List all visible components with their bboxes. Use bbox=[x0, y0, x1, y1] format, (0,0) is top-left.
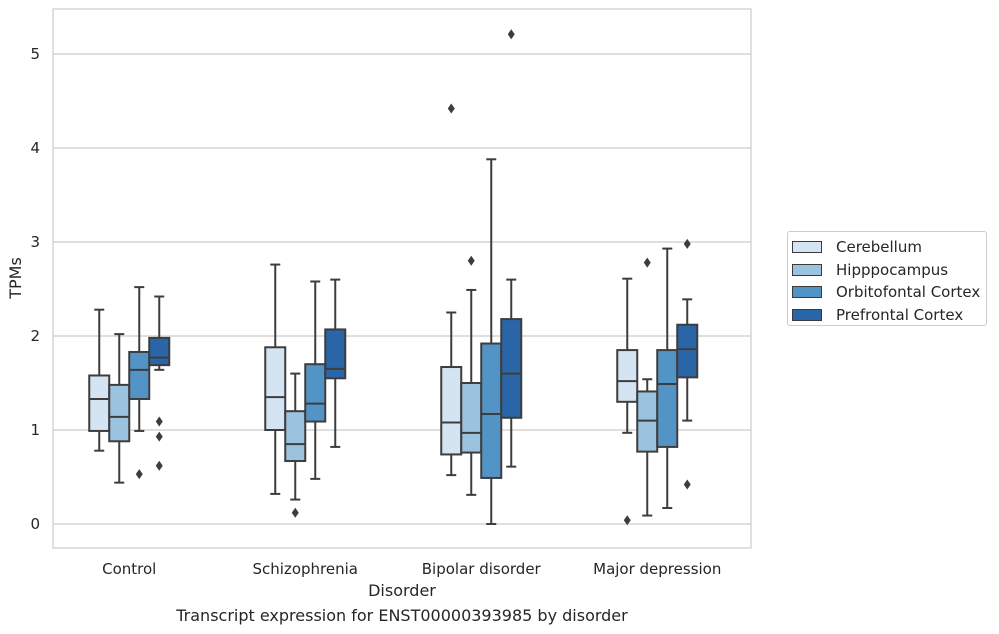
x-tick-label: Schizophrenia bbox=[253, 560, 358, 578]
chart-title: Transcript expression for ENST0000039398… bbox=[176, 606, 628, 625]
x-axis-label: Disorder bbox=[368, 581, 436, 600]
y-axis-label: TPMs bbox=[6, 257, 25, 300]
box-prefrontal-cortex bbox=[324, 278, 347, 448]
outlier-point bbox=[447, 103, 455, 114]
box-iqr bbox=[656, 349, 679, 448]
y-tick-label: 2 bbox=[30, 327, 40, 345]
box-iqr bbox=[128, 350, 151, 400]
legend-swatch bbox=[792, 286, 822, 299]
outlier-point bbox=[155, 460, 163, 471]
box-iqr bbox=[148, 336, 171, 367]
box-cerebellum bbox=[88, 308, 111, 452]
box-cerebellum bbox=[616, 277, 639, 526]
outlier-point bbox=[683, 479, 691, 490]
box-iqr bbox=[304, 363, 327, 423]
x-tick-label: Bipolar disorder bbox=[422, 560, 542, 578]
legend-swatch bbox=[792, 308, 822, 321]
legend-item: Hipppocampus bbox=[792, 259, 986, 282]
box-orbitofontal-cortex bbox=[304, 280, 327, 480]
box-iqr bbox=[500, 318, 523, 419]
outlier-point bbox=[155, 416, 163, 427]
box-hipppocampus bbox=[460, 255, 483, 496]
outlier-point bbox=[683, 238, 691, 249]
legend-swatch bbox=[792, 241, 822, 254]
box-cerebellum bbox=[264, 263, 287, 495]
box-iqr bbox=[440, 366, 463, 456]
y-tick-label: 4 bbox=[30, 139, 40, 157]
box-orbitofontal-cortex bbox=[656, 247, 679, 510]
x-tick-labels: Control Schizophrenia Bipolar disorder Majo… bbox=[102, 560, 721, 578]
box-hipppocampus bbox=[108, 333, 131, 484]
box-prefrontal-cortex bbox=[148, 295, 171, 471]
outlier-point bbox=[507, 29, 515, 40]
legend-label: Hipppocampus bbox=[836, 260, 949, 279]
box-iqr bbox=[108, 383, 131, 443]
box-iqr bbox=[460, 382, 483, 454]
outlier-point bbox=[643, 257, 651, 268]
legend-label: Prefrontal Cortex bbox=[836, 305, 964, 324]
legend-swatch bbox=[792, 263, 822, 276]
y-tick-label: 3 bbox=[30, 233, 40, 251]
outlier-point bbox=[623, 515, 631, 526]
plot-frame bbox=[52, 8, 752, 549]
box-prefrontal-cortex bbox=[676, 238, 699, 490]
outlier-point bbox=[155, 431, 163, 442]
legend-item: Orbitofontal Cortex bbox=[792, 281, 986, 304]
box-hipppocampus bbox=[636, 257, 659, 517]
box-iqr bbox=[676, 323, 699, 379]
y-tick-label: 1 bbox=[30, 421, 40, 439]
box-prefrontal-cortex bbox=[500, 29, 523, 468]
y-tick-label: 5 bbox=[30, 45, 40, 63]
legend-label: Cerebellum bbox=[836, 238, 922, 257]
outlier-point bbox=[291, 507, 299, 518]
box-iqr bbox=[480, 342, 503, 479]
box-cerebellum bbox=[440, 103, 463, 477]
y-tick-label: 0 bbox=[30, 515, 40, 533]
x-tick-label: Control bbox=[102, 560, 156, 578]
box-iqr bbox=[284, 410, 307, 463]
legend-item: Cerebellum bbox=[792, 236, 986, 259]
outlier-point bbox=[135, 469, 143, 480]
box-orbitofontal-cortex bbox=[128, 286, 151, 480]
box-iqr bbox=[616, 349, 639, 403]
legend: Cerebellum Hipppocampus Orbitofontal Corte… bbox=[787, 231, 987, 326]
box-orbitofontal-cortex bbox=[480, 158, 503, 525]
box-iqr bbox=[324, 328, 347, 380]
box-hipppocampus bbox=[284, 372, 307, 518]
grid-lines bbox=[53, 53, 751, 525]
boxes bbox=[88, 29, 699, 526]
y-tick-labels: 0 1 2 3 4 5 bbox=[30, 45, 40, 533]
box-iqr bbox=[264, 346, 287, 431]
outlier-point bbox=[467, 255, 475, 266]
x-tick-label: Major depression bbox=[593, 560, 721, 578]
legend-item: Prefrontal Cortex bbox=[792, 304, 986, 327]
legend-label: Orbitofontal Cortex bbox=[836, 283, 981, 302]
box-iqr bbox=[88, 374, 111, 432]
